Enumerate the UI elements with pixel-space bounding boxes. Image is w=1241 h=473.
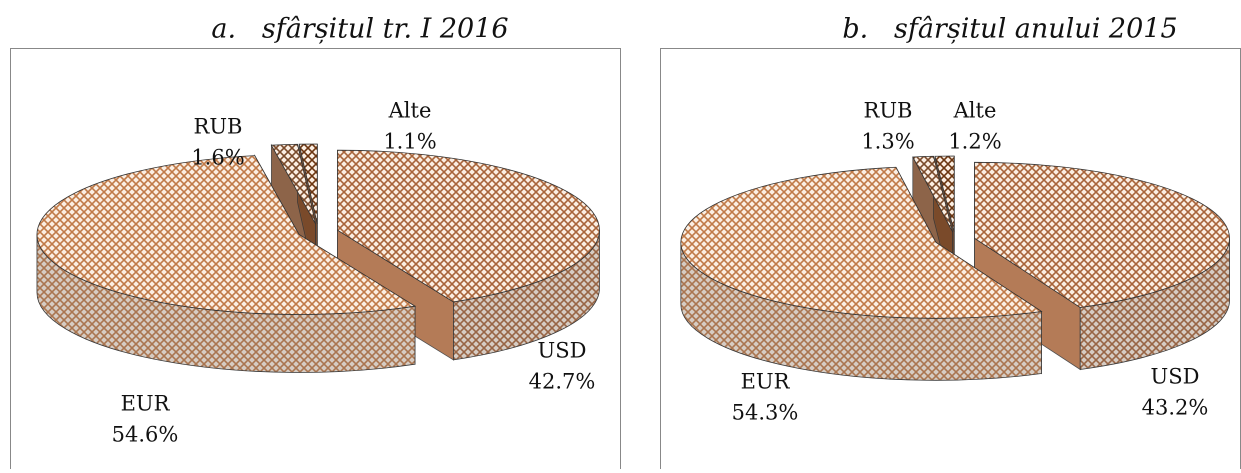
slice-label-name: USD <box>538 339 587 363</box>
slice-label-name: RUB <box>864 99 913 123</box>
slice-side-shade <box>680 242 1042 381</box>
slice-side-shade <box>1080 238 1230 370</box>
chart-title: b. sfârșitul anului 2015 <box>842 14 1177 45</box>
slice-label-value: 54.6% <box>112 423 179 447</box>
slice-label-name: RUB <box>194 115 243 139</box>
slice-label-value: 54.3% <box>732 401 799 425</box>
slice-top <box>270 143 317 225</box>
slice-label-name: USD <box>1151 365 1200 389</box>
slice-top <box>680 166 1043 319</box>
slice-label-value: 1.3% <box>861 130 914 154</box>
panel-frame <box>10 48 621 469</box>
slice-top <box>934 155 955 233</box>
slice-label-name: EUR <box>741 370 791 394</box>
slice-top <box>912 155 954 233</box>
slice-label-name: Alte <box>388 99 432 123</box>
pie-slice <box>337 149 600 361</box>
chart-title: a. sfârșitul tr. I 2016 <box>211 14 508 45</box>
slice-top <box>298 143 318 225</box>
pie-slice <box>680 166 1043 381</box>
slice-top <box>974 161 1230 308</box>
pie-slice <box>36 154 417 373</box>
slice-label-value: 43.2% <box>1142 396 1209 420</box>
slice-label-name: Alte <box>953 99 997 123</box>
slice-top <box>337 149 600 303</box>
slice-label-name: EUR <box>121 392 171 416</box>
slice-label-value: 42.7% <box>529 370 596 394</box>
slice-side-shade <box>36 234 415 373</box>
slice-label-value: 1.2% <box>948 130 1001 154</box>
slice-side-shade <box>453 230 600 360</box>
pie-slice <box>974 161 1230 371</box>
slice-label-value: 1.6% <box>191 146 244 170</box>
slice-top <box>36 155 417 315</box>
slice-label-value: 1.1% <box>383 130 436 154</box>
